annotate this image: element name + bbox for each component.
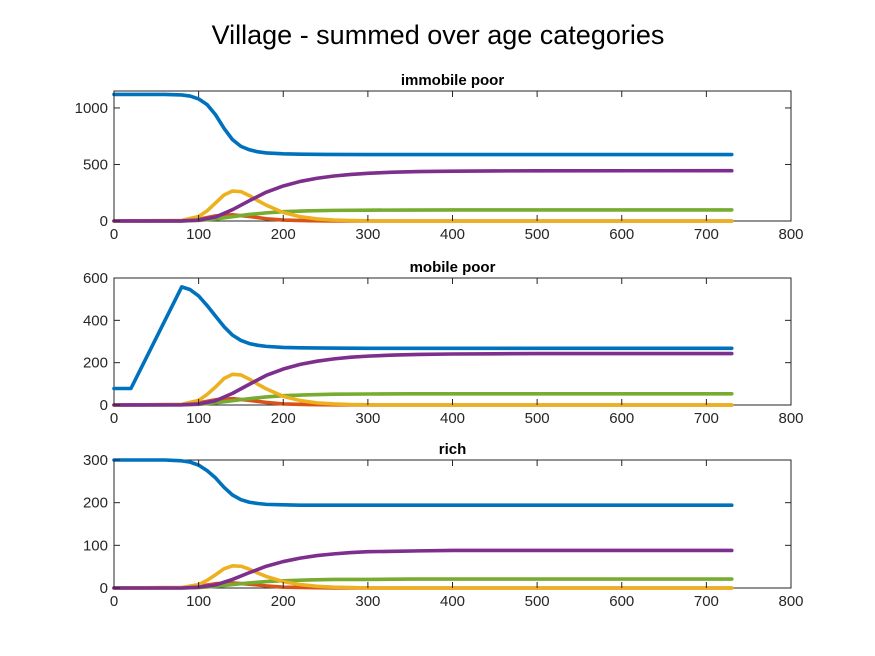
x-tick-label: 400 xyxy=(440,410,465,427)
series-line-3 xyxy=(112,548,734,590)
x-tick-label: 500 xyxy=(525,226,550,243)
series-line-2 xyxy=(112,189,734,223)
x-tick-label: 200 xyxy=(271,410,296,427)
x-tick-label: 300 xyxy=(355,593,380,610)
y-tick-label: 200 xyxy=(83,355,108,372)
x-tick-label: 500 xyxy=(525,410,550,427)
series-line-3 xyxy=(112,168,734,223)
figure-title: Village - summed over age categories xyxy=(212,20,665,50)
y-tick-label: 0 xyxy=(100,213,108,230)
x-tick-label: 100 xyxy=(186,593,211,610)
x-tick-label: 0 xyxy=(110,410,118,427)
y-tick-label: 200 xyxy=(83,495,108,512)
x-tick-label: 300 xyxy=(355,410,380,427)
series-line-3 xyxy=(112,351,734,407)
x-tick-label: 200 xyxy=(271,593,296,610)
series-line-4 xyxy=(112,458,734,508)
series-line-2 xyxy=(112,372,734,407)
subplot-title: mobile poor xyxy=(410,259,496,276)
series-line-4 xyxy=(112,92,734,157)
x-tick-label: 0 xyxy=(110,226,118,243)
y-tick-label: 0 xyxy=(100,397,108,414)
x-tick-label: 500 xyxy=(525,593,550,610)
subplot-1: mobile poor 0 100 200 300 400 500 600 700 800 0 200… xyxy=(83,259,804,427)
x-tick-label: 600 xyxy=(609,226,634,243)
series-line-4 xyxy=(112,285,734,391)
y-tick-label: 500 xyxy=(83,156,108,173)
subplot-title: rich xyxy=(439,441,467,458)
x-tick-label: 0 xyxy=(110,593,118,610)
x-tick-label: 700 xyxy=(694,593,719,610)
x-tick-label: 700 xyxy=(694,410,719,427)
x-tick-label: 800 xyxy=(778,226,803,243)
x-tick-label: 100 xyxy=(186,226,211,243)
subplot-2: rich 0 100 200 300 400 500 600 700 800 0 100 200 300 xyxy=(83,441,804,610)
y-tick-label: 300 xyxy=(83,452,108,469)
y-tick-label: 0 xyxy=(100,580,108,597)
y-tick-label: 600 xyxy=(83,270,108,287)
series-line-2 xyxy=(112,564,734,590)
y-tick-label: 400 xyxy=(83,312,108,329)
y-tick-label: 1000 xyxy=(75,100,108,117)
x-tick-label: 100 xyxy=(186,410,211,427)
x-tick-label: 400 xyxy=(440,593,465,610)
x-tick-label: 300 xyxy=(355,226,380,243)
y-tick-label: 100 xyxy=(83,537,108,554)
axes-box xyxy=(113,277,792,406)
x-tick-label: 400 xyxy=(440,226,465,243)
x-tick-label: 200 xyxy=(271,226,296,243)
subplot-0: immobile poor 0 100 200 300 400 500 600 700 800 0 5… xyxy=(75,72,804,243)
x-tick-label: 600 xyxy=(609,410,634,427)
subplot-title: immobile poor xyxy=(401,72,505,89)
x-tick-label: 800 xyxy=(778,410,803,427)
x-tick-label: 600 xyxy=(609,593,634,610)
x-tick-label: 700 xyxy=(694,226,719,243)
x-tick-label: 800 xyxy=(778,593,803,610)
